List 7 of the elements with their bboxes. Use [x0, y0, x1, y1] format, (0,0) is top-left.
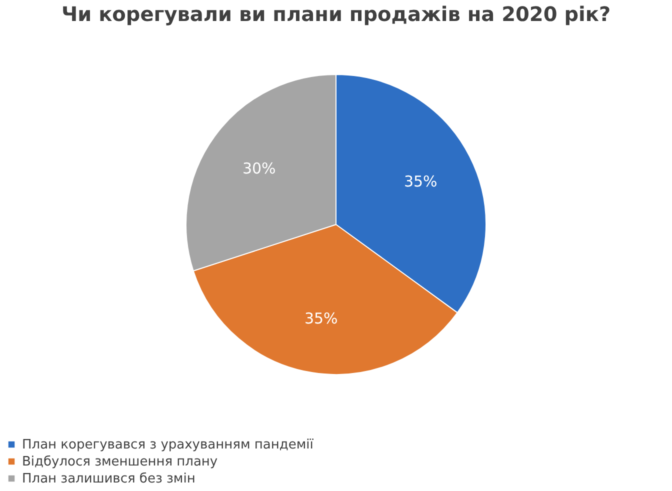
legend-label: Відбулося зменшення плану: [22, 454, 218, 470]
chart-title: Чи корегували ви плани продажів на 2020 рік?: [61, 2, 611, 26]
data-label: 30%: [242, 160, 276, 178]
data-label: 35%: [304, 309, 338, 328]
legend-label: План залишився без змін: [22, 472, 196, 486]
legend-label: План корегувався з урахуванням пандемії: [22, 438, 314, 452]
data-label: 35%: [404, 172, 438, 190]
